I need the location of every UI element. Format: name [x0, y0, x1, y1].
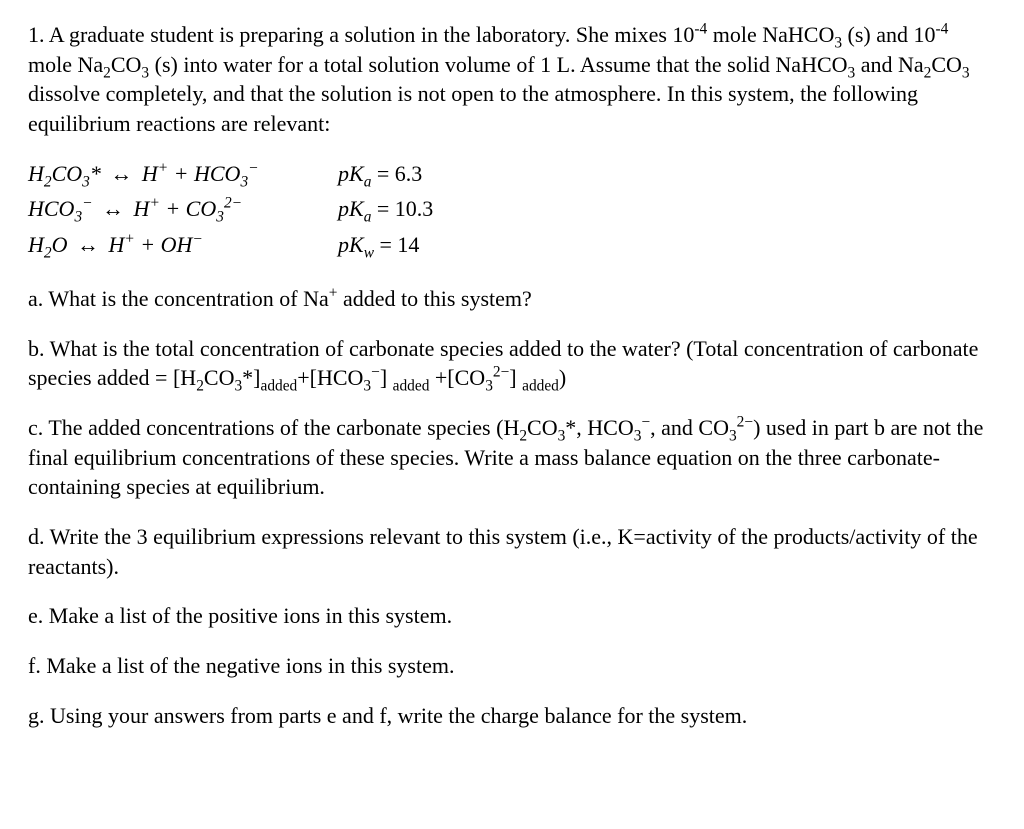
question-g: g. Using your answers from parts e and f…	[28, 701, 996, 731]
equilibrium-equations: H2CO3* ↔ H+ + HCO3− pKa = 6.3 HCO3− ↔ H+…	[28, 159, 996, 260]
eq-rhs: H	[142, 161, 158, 186]
subscript: 3	[962, 64, 970, 81]
subscript: 3	[834, 34, 842, 51]
intro-text: mole Na	[28, 52, 103, 77]
subscript: 3	[141, 64, 149, 81]
intro-text: and 10	[876, 22, 935, 47]
intro-text: CO	[111, 52, 142, 77]
question-b: b. What is the total concentration of ca…	[28, 334, 996, 393]
eq-lhs: H	[28, 161, 44, 186]
intro-text: NaHCO	[775, 52, 847, 77]
eq-lhs: H	[28, 232, 44, 257]
eq-lhs: HCO	[28, 196, 74, 221]
equation-2: HCO3− ↔ H+ + CO32− pKa = 10.3	[28, 194, 996, 224]
intro-text: 1. A graduate student is preparing a sol…	[28, 22, 694, 47]
equation-3: H2O ↔ H+ + OH− pKw = 14	[28, 230, 996, 260]
intro-text: (s) into water for a total solution volu…	[149, 52, 770, 77]
eq-rhs: H	[108, 232, 124, 257]
equation-1: H2CO3* ↔ H+ + HCO3− pKa = 6.3	[28, 159, 996, 189]
intro-text: and Na	[855, 52, 923, 77]
exponent: -4	[694, 21, 707, 38]
intro-text: CO	[931, 52, 962, 77]
intro-text: mole NaHCO	[707, 22, 834, 47]
eq-arrow: ↔	[98, 196, 128, 221]
question-f: f. Make a list of the negative ions in t…	[28, 651, 996, 681]
problem-intro: 1. A graduate student is preparing a sol…	[28, 20, 996, 139]
question-e: e. Make a list of the positive ions in t…	[28, 601, 996, 631]
pk-value: = 14	[374, 232, 419, 257]
question-d: d. Write the 3 equilibrium expressions r…	[28, 522, 996, 581]
intro-text: (s)	[842, 22, 871, 47]
question-c: c. The added concentrations of the carbo…	[28, 413, 996, 502]
exponent: -4	[936, 21, 949, 38]
subscript: 2	[103, 64, 111, 81]
intro-text: dissolve completely, and that the soluti…	[28, 81, 661, 106]
eq-arrow: ↔	[73, 232, 103, 257]
pk-value: = 6.3	[371, 161, 422, 186]
pk-label: pK	[338, 232, 364, 257]
eq-arrow: ↔	[106, 161, 136, 186]
question-a: a. What is the concentration of Na+ adde…	[28, 284, 996, 314]
eq-rhs: H	[134, 196, 150, 221]
pk-label: pK	[338, 196, 364, 221]
pk-label: pK	[338, 161, 364, 186]
pk-value: = 10.3	[371, 196, 433, 221]
